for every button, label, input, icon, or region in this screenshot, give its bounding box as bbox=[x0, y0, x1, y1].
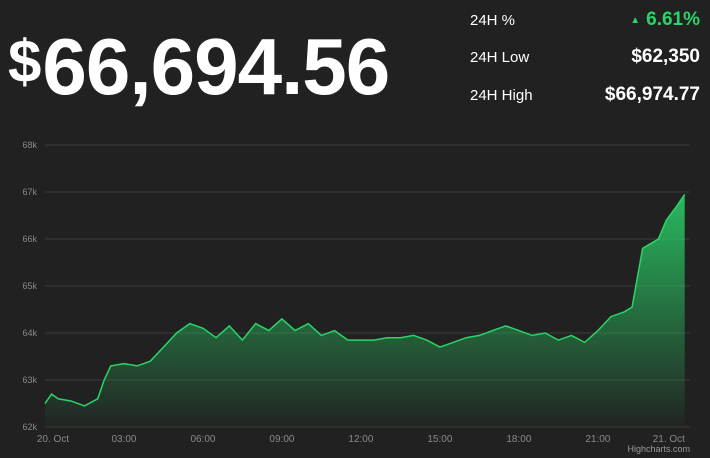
y-tick-label: 65k bbox=[22, 281, 37, 291]
x-tick-label: 20. Oct bbox=[37, 434, 69, 445]
percent-value: 6.61% bbox=[646, 9, 700, 30]
currency-symbol: $ bbox=[8, 28, 41, 95]
x-tick-label: 06:00 bbox=[190, 434, 215, 445]
x-tick-label: 21. Oct bbox=[653, 434, 685, 445]
stat-24h-low: 24H Low $62,350 bbox=[470, 45, 700, 69]
current-price: $66,694.56 bbox=[8, 14, 390, 115]
stat-label: 24H % bbox=[470, 11, 516, 29]
x-tick-label: 03:00 bbox=[111, 434, 136, 445]
price-value: 66,694.56 bbox=[42, 22, 390, 111]
x-tick-label: 12:00 bbox=[348, 434, 373, 445]
x-tick-label: 18:00 bbox=[506, 434, 531, 445]
y-tick-label: 64k bbox=[22, 328, 37, 338]
stat-value-percent: ▲ 6.61% bbox=[630, 9, 700, 31]
y-tick-label: 68k bbox=[22, 140, 37, 150]
y-tick-label: 66k bbox=[22, 234, 37, 244]
y-tick-label: 63k bbox=[22, 375, 37, 385]
stat-label: 24H Low bbox=[470, 48, 530, 66]
price-area bbox=[45, 194, 685, 427]
stat-24h-percent: 24H % ▲ 6.61% bbox=[470, 8, 700, 32]
y-axis-labels: 62k 63k 64k 65k 66k 67k 68k bbox=[22, 140, 37, 432]
stat-label: 24H High bbox=[470, 86, 533, 104]
stat-value-high: $66,974.77 bbox=[604, 84, 700, 105]
x-tick-label: 15:00 bbox=[427, 434, 452, 445]
stat-value-low: $62,350 bbox=[631, 46, 700, 67]
chart-credit[interactable]: Highcharts.com bbox=[627, 444, 690, 454]
price-line bbox=[44, 193, 686, 407]
x-tick-label: 09:00 bbox=[269, 434, 294, 445]
x-axis-labels: 20. Oct 03:00 06:00 09:00 12:00 15:00 18:00 21:… bbox=[37, 434, 685, 445]
x-tick-label: 21:00 bbox=[585, 434, 610, 445]
y-tick-label: 62k bbox=[22, 422, 37, 432]
stat-24h-high: 24H High $66,974.77 bbox=[470, 83, 700, 107]
triangle-up-icon: ▲ bbox=[630, 15, 641, 26]
y-tick-label: 67k bbox=[22, 187, 37, 197]
